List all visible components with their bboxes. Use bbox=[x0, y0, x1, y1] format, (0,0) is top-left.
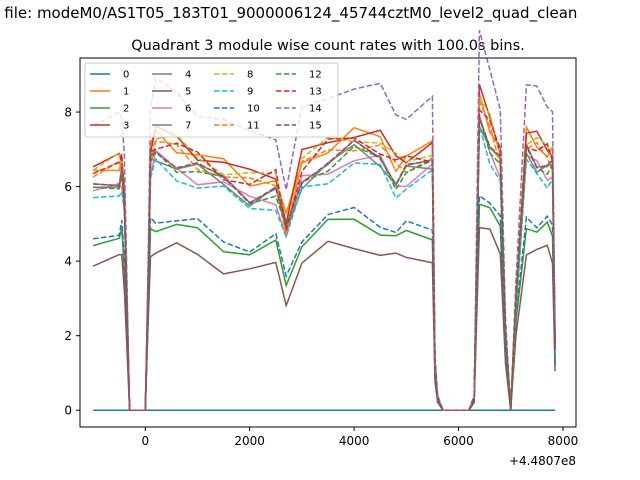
legend-label-6: 6 bbox=[185, 104, 191, 115]
legend-label-12: 12 bbox=[309, 70, 322, 81]
x-tick-label: 6000 bbox=[443, 434, 474, 448]
legend-label-0: 0 bbox=[123, 70, 129, 81]
y-axis: 0 2 4 6 8 bbox=[64, 106, 80, 418]
x-axis: 0 2000 4000 6000 8000 bbox=[141, 427, 578, 448]
y-tick-label: 4 bbox=[64, 255, 72, 269]
legend-label-4: 4 bbox=[185, 70, 191, 81]
figure-suptitle: n file: modeM0/AS1T05_183T01_9000006124_… bbox=[0, 4, 577, 23]
legend-label-9: 9 bbox=[247, 87, 253, 98]
y-tick-label: 2 bbox=[64, 329, 72, 343]
x-tick-label: 8000 bbox=[548, 434, 579, 448]
legend-label-5: 5 bbox=[185, 87, 191, 98]
x-tick-label: 2000 bbox=[234, 434, 265, 448]
legend-label-15: 15 bbox=[309, 121, 322, 132]
x-tick-label: 4000 bbox=[339, 434, 370, 448]
legend-label-13: 13 bbox=[309, 87, 322, 98]
chart-title: Quadrant 3 module wise count rates with … bbox=[131, 38, 525, 54]
legend-label-2: 2 bbox=[123, 104, 129, 115]
legend-label-14: 14 bbox=[309, 104, 322, 115]
axes-frame bbox=[79, 57, 577, 428]
y-tick-label: 8 bbox=[64, 106, 72, 120]
x-offset-label: +4.4807e8 bbox=[509, 454, 576, 468]
legend-box bbox=[84, 62, 339, 138]
y-tick-label: 6 bbox=[64, 180, 72, 194]
legend-label-8: 8 bbox=[247, 70, 253, 81]
legend-label-3: 3 bbox=[123, 121, 129, 132]
legend-label-7: 7 bbox=[185, 121, 191, 132]
legend-label-1: 1 bbox=[123, 87, 129, 98]
series-line-15 bbox=[93, 118, 556, 411]
legend-label-11: 11 bbox=[247, 121, 260, 132]
plot-area bbox=[92, 30, 556, 411]
y-tick-label: 0 bbox=[64, 404, 72, 418]
legend-label-10: 10 bbox=[247, 104, 260, 115]
x-tick-label: 0 bbox=[141, 434, 149, 448]
